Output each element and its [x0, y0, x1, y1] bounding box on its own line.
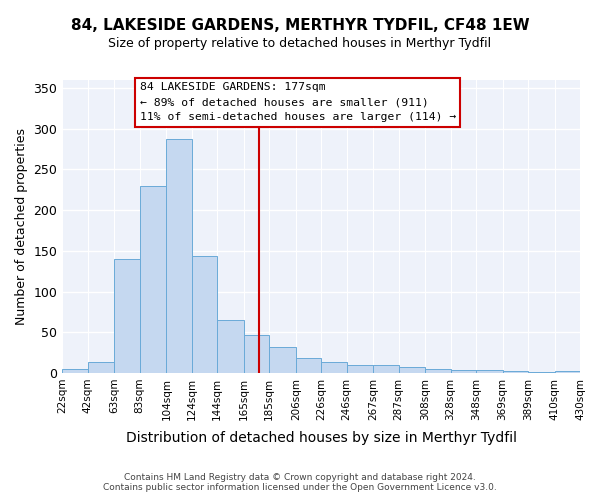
Bar [244, 336, 269, 373]
Bar [373, 365, 398, 373]
Bar [451, 370, 476, 373]
Text: Size of property relative to detached houses in Merthyr Tydfil: Size of property relative to detached ho… [109, 38, 491, 51]
Bar [347, 365, 373, 373]
Bar [217, 320, 244, 373]
Text: Contains public sector information licensed under the Open Government Licence v3: Contains public sector information licen… [103, 484, 497, 492]
Bar [88, 362, 115, 373]
Bar [62, 369, 88, 373]
Text: 84 LAKESIDE GARDENS: 177sqm
← 89% of detached houses are smaller (911)
11% of se: 84 LAKESIDE GARDENS: 177sqm ← 89% of det… [140, 82, 456, 122]
Text: 84, LAKESIDE GARDENS, MERTHYR TYDFIL, CF48 1EW: 84, LAKESIDE GARDENS, MERTHYR TYDFIL, CF… [71, 18, 529, 32]
Bar [115, 259, 140, 373]
Bar [476, 370, 503, 373]
Bar [269, 347, 296, 373]
Bar [140, 186, 166, 373]
Bar [166, 140, 192, 373]
Bar [528, 372, 554, 373]
Bar [554, 372, 580, 373]
Bar [425, 369, 451, 373]
Text: Contains HM Land Registry data © Crown copyright and database right 2024.: Contains HM Land Registry data © Crown c… [124, 474, 476, 482]
Bar [321, 362, 347, 373]
Bar [398, 367, 425, 373]
Bar [192, 256, 217, 373]
Bar [296, 358, 321, 373]
Bar [503, 372, 528, 373]
X-axis label: Distribution of detached houses by size in Merthyr Tydfil: Distribution of detached houses by size … [125, 431, 517, 445]
Y-axis label: Number of detached properties: Number of detached properties [15, 128, 28, 325]
